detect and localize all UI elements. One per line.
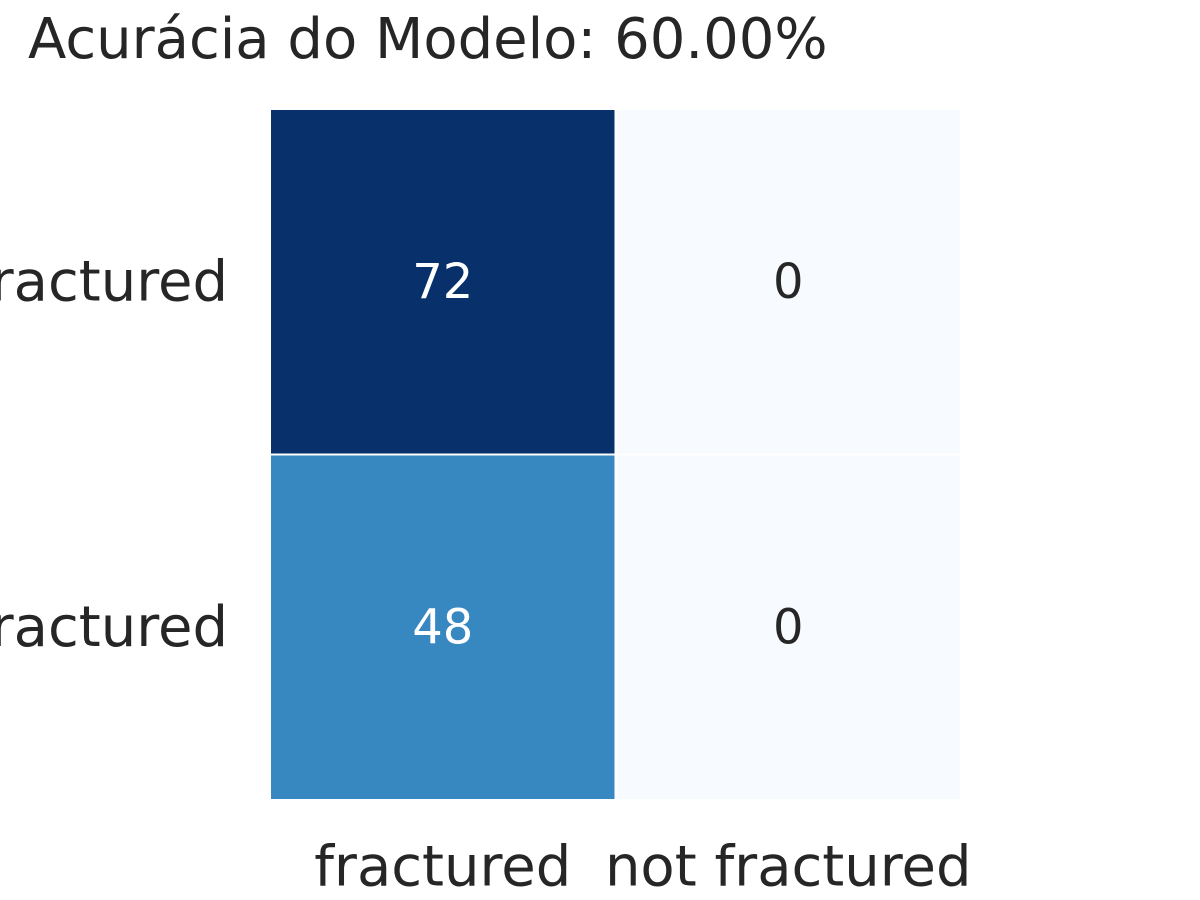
y-tick-label-fractured: fractured — [0, 249, 228, 314]
cell-value-label-fractured-fractured: 72 — [412, 254, 473, 310]
x-tick-label-not-fractured: not fractured — [605, 835, 972, 900]
x-tick-label-fractured: fractured — [314, 835, 571, 900]
chart-title: Acurácia do Modelo: 60.00% — [28, 7, 828, 72]
heatmap-cell-fractured-fractured — [269, 108, 617, 456]
y-tick-label-not-fractured: not fractured — [0, 595, 228, 660]
heatmap-cell-fractured-not-fractured — [614, 108, 962, 456]
cell-value-label-fractured-not-fractured: 0 — [773, 254, 804, 310]
cell-value-label-not-fractured-not-fractured: 0 — [773, 599, 804, 655]
cell-value-label-not-fractured-fractured: 48 — [412, 599, 473, 655]
heatmap-cell-not-fractured-fractured — [269, 453, 617, 801]
heatmap-cell-not-fractured-not-fractured — [614, 453, 962, 801]
